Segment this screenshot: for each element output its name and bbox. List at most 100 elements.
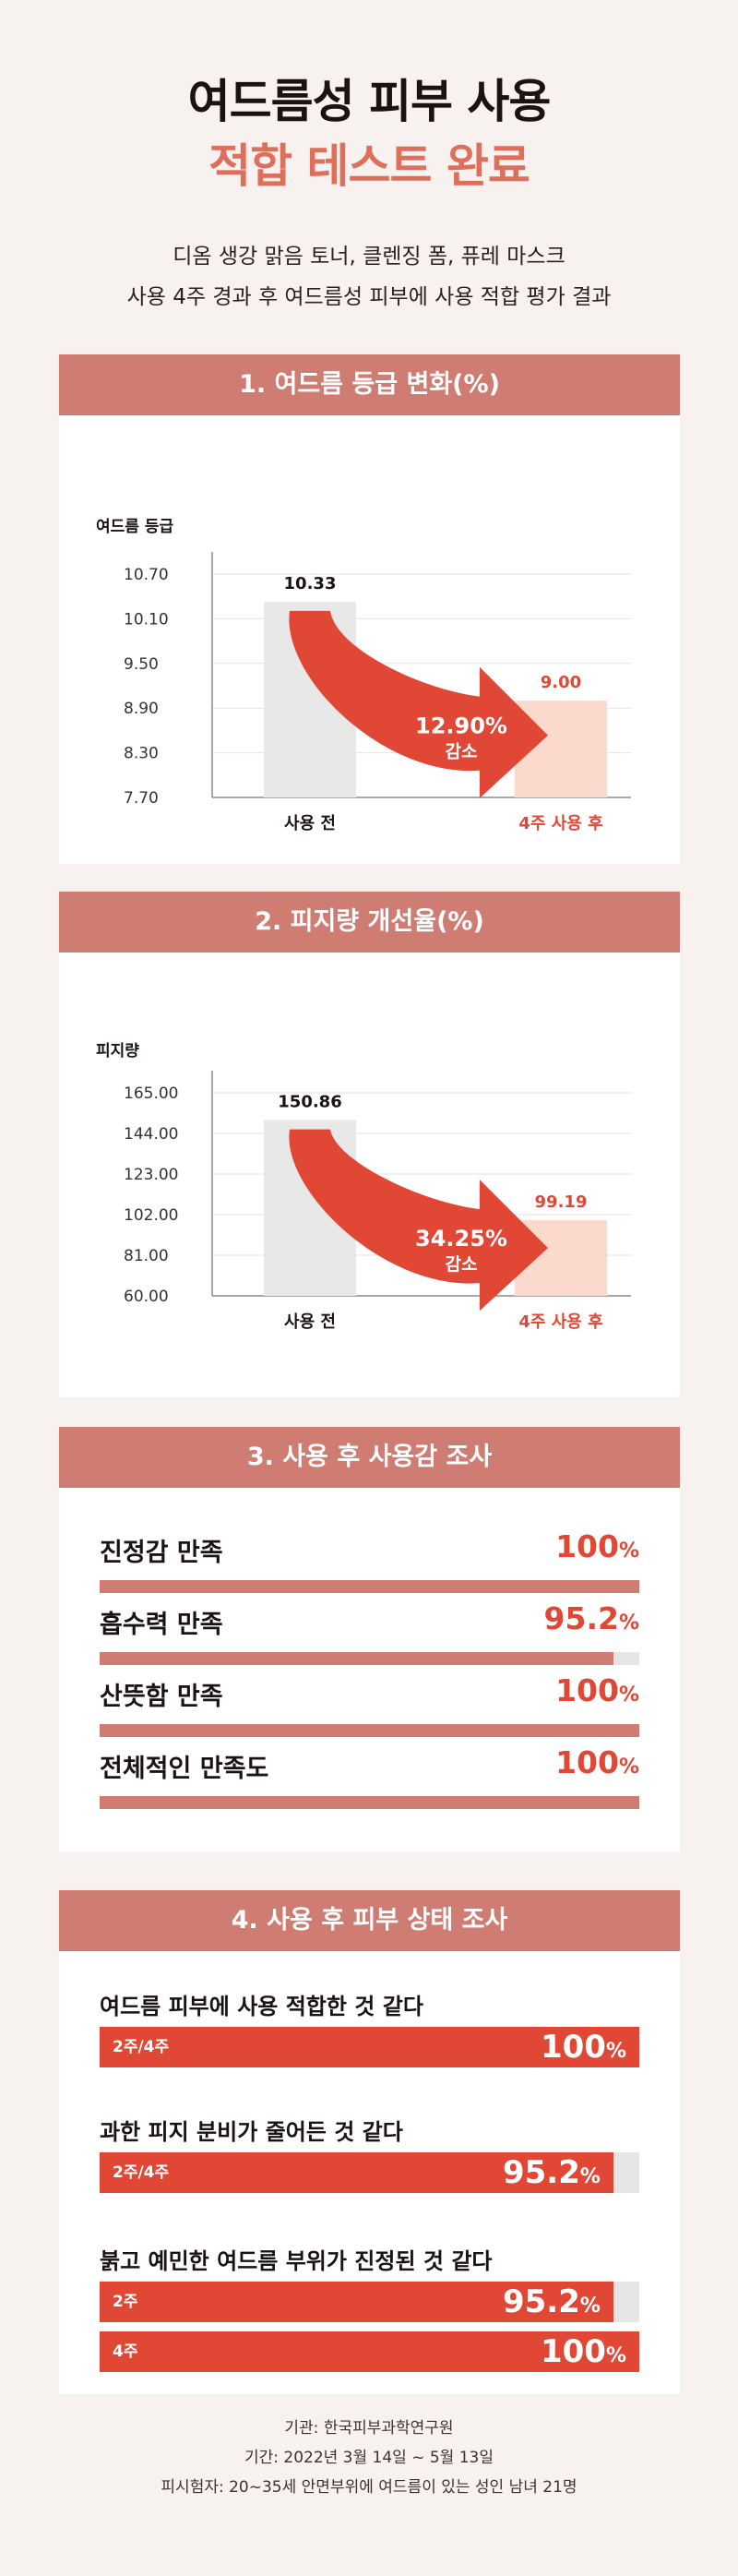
usage-survey-bar-fill xyxy=(100,1580,639,1593)
acne-grade-chart: 여드름 등급 10.70 10.10 9.50 8.90 8.30 7.70 10.33 사용 … xyxy=(96,518,631,833)
usage-survey-percent-unit: % xyxy=(618,1755,639,1779)
usage-survey-bar-track xyxy=(100,1580,639,1593)
page-title-line1: 여드름성 피부 사용 xyxy=(187,75,552,128)
sebum-category-label: 4주 사용 후 xyxy=(518,1312,602,1332)
skin-survey-question: 여드름 피부에 사용 적합한 것 같다 xyxy=(100,1994,423,2019)
sebum-decrease-pct: 34.25% xyxy=(415,1226,507,1252)
skin-survey-period-tag: 2주/4주 xyxy=(113,2038,170,2056)
usage-survey-label: 흡수력 만족 xyxy=(100,1611,223,1639)
skin-survey-percent-number: 100 xyxy=(540,2029,606,2066)
usage-survey-bar-fill xyxy=(100,1652,613,1665)
sebum-category-label: 사용 전 xyxy=(284,1312,336,1332)
footer-subjects: 피시험자: 20~35세 안면부위에 여드름이 있는 성인 남녀 21명 xyxy=(161,2478,577,2497)
skin-survey-period-tag: 4주 xyxy=(113,2342,138,2361)
sebum-chart: 피지량 165.00 144.00 123.00 102.00 81.00 60.00 150… xyxy=(96,1042,631,1332)
skin-survey-percent: 100% xyxy=(541,2027,626,2072)
skin-survey-bar-fill: 2주/4주 100% xyxy=(100,2027,639,2067)
skin-survey-percent-unit: % xyxy=(579,2294,601,2318)
sebum-decrease-arrow xyxy=(289,1129,548,1312)
usage-survey-percent: 100% xyxy=(555,1528,639,1564)
usage-survey-percent: 100% xyxy=(555,1744,639,1780)
usage-survey-label: 전체적인 만족도 xyxy=(100,1755,269,1783)
skin-survey-question: 과한 피지 분비가 줄어든 것 같다 xyxy=(100,2119,403,2145)
acne-grade-y-tick-label: 8.30 xyxy=(124,745,159,763)
sebum-y-tick-label: 102.00 xyxy=(124,1206,178,1225)
acne-grade-category-label: 4주 사용 후 xyxy=(518,814,602,833)
sebum-y-tick-label: 60.00 xyxy=(124,1288,169,1306)
skin-survey-period-tag: 2주/4주 xyxy=(113,2163,170,2182)
skin-survey-bar-fill: 2주/4주 95.2% xyxy=(100,2152,613,2193)
usage-survey-percent-number: 100 xyxy=(555,1528,619,1564)
usage-survey-percent-number: 95.2 xyxy=(543,1600,619,1636)
skin-survey-percent-number: 95.2 xyxy=(502,2283,580,2320)
usage-survey-percent-number: 100 xyxy=(555,1672,619,1708)
skin-survey-bar-track: 2주 95.2% xyxy=(100,2282,639,2322)
page-title-line2: 적합 테스트 완료 xyxy=(208,139,530,193)
footer-institution: 기관: 한국피부과학연구원 xyxy=(284,2419,454,2438)
acne-grade-y-axis-label: 여드름 등급 xyxy=(96,518,173,536)
section-skin-survey: 4. 사용 후 피부 상태 조사 여드름 피부에 사용 적합한 것 같다 2주/4… xyxy=(59,1890,680,2394)
usage-survey-row: 산뜻함 만족 100% xyxy=(100,1672,639,1737)
footer-period: 기간: 2022년 3월 14일 ~ 5월 13일 xyxy=(244,2449,494,2467)
section-skin-survey-heading: 4. 사용 후 피부 상태 조사 xyxy=(59,1890,680,1951)
usage-survey-row: 진정감 만족 100% xyxy=(100,1528,639,1593)
skin-survey-percent: 95.2% xyxy=(503,2152,601,2198)
subtitle-line1: 디옴 생강 맑음 토너, 클렌징 폼, 퓨레 마스크 xyxy=(173,245,565,269)
acne-grade-decrease-pct: 12.90% xyxy=(415,713,507,739)
sebum-y-axis-label: 피지량 xyxy=(96,1042,139,1060)
usage-survey-percent-number: 100 xyxy=(555,1744,619,1780)
skin-survey-bar-fill: 4주 100% xyxy=(100,2331,639,2372)
usage-survey-row: 흡수력 만족 95.2% xyxy=(100,1600,639,1665)
skin-survey-percent: 100% xyxy=(541,2331,626,2377)
skin-survey-bar-track: 4주 100% xyxy=(100,2331,639,2372)
sebum-value-label: 99.19 xyxy=(535,1192,588,1212)
usage-survey-bar-fill xyxy=(100,1796,639,1809)
skin-survey-percent-unit: % xyxy=(605,2040,626,2063)
sebum-value-label: 150.86 xyxy=(278,1093,341,1112)
skin-survey-percent-unit: % xyxy=(605,2344,626,2367)
usage-survey-percent: 95.2% xyxy=(544,1600,639,1636)
acne-grade-category-label: 사용 전 xyxy=(284,814,336,833)
skin-survey-question: 붉고 예민한 여드름 부위가 진정된 것 같다 xyxy=(100,2248,493,2274)
skin-survey-bar-track: 2주/4주 95.2% xyxy=(100,2152,639,2193)
subtitle-line2: 사용 4주 경과 후 여드름성 피부에 사용 적합 평가 결과 xyxy=(126,285,612,309)
sebum-decrease-text: 감소 xyxy=(446,1254,478,1275)
acne-grade-y-tick-label: 9.50 xyxy=(124,655,159,674)
sebum-y-tick-label: 165.00 xyxy=(124,1084,178,1103)
acne-grade-y-tick-label: 10.10 xyxy=(124,610,169,629)
sebum-y-tick-label: 81.00 xyxy=(124,1247,169,1265)
usage-survey-percent-unit: % xyxy=(618,1540,639,1563)
usage-survey-bar-fill xyxy=(100,1724,639,1737)
acne-grade-decrease-text: 감소 xyxy=(446,742,478,762)
acne-grade-value-label: 9.00 xyxy=(541,673,581,692)
acne-grade-decrease-arrow xyxy=(289,610,548,798)
section-acne-grade-heading: 1. 여드름 등급 변화(%) xyxy=(59,354,680,415)
skin-survey-bar-track: 2주/4주 100% xyxy=(100,2027,639,2067)
section-usage-survey: 3. 사용 후 사용감 조사 진정감 만족 100% 흡수력 만족 95.2% 산뜻함 … xyxy=(59,1427,680,1851)
skin-survey-percent-number: 100 xyxy=(540,2333,606,2370)
sebum-y-tick-label: 123.00 xyxy=(124,1166,178,1184)
section-sebum-heading: 2. 피지량 개선율(%) xyxy=(59,892,680,953)
usage-survey-bar-track xyxy=(100,1796,639,1809)
acne-grade-y-tick-label: 10.70 xyxy=(124,566,169,584)
skin-survey-percent-number: 95.2 xyxy=(502,2154,580,2191)
usage-survey-row: 전체적인 만족도 100% xyxy=(100,1744,639,1809)
section-sebum: 2. 피지량 개선율(%) 피지량 165.00 144.00 123.00 102.0… xyxy=(59,892,680,1397)
skin-survey-period-tag: 2주 xyxy=(113,2293,138,2311)
section-acne-grade: 1. 여드름 등급 변화(%) 여드름 등급 10.70 10.10 9.50 8.90… xyxy=(59,354,680,864)
usage-survey-bar-track xyxy=(100,1724,639,1737)
acne-grade-y-tick-label: 7.70 xyxy=(124,789,159,808)
sebum-y-tick-label: 144.00 xyxy=(124,1125,178,1144)
skin-survey-bar-fill: 2주 95.2% xyxy=(100,2282,613,2322)
usage-survey-percent-unit: % xyxy=(618,1611,639,1635)
usage-survey-percent: 100% xyxy=(555,1672,639,1708)
acne-grade-y-tick-label: 8.90 xyxy=(124,700,159,718)
skin-survey-percent-unit: % xyxy=(579,2165,601,2188)
usage-survey-label: 산뜻함 만족 xyxy=(100,1683,223,1711)
usage-survey-bar-track xyxy=(100,1652,639,1665)
acne-grade-value-label: 10.33 xyxy=(284,574,337,593)
usage-survey-label: 진정감 만족 xyxy=(100,1539,223,1567)
skin-survey-percent: 95.2% xyxy=(503,2282,601,2327)
usage-survey-percent-unit: % xyxy=(618,1683,639,1707)
section-usage-survey-heading: 3. 사용 후 사용감 조사 xyxy=(59,1427,680,1488)
